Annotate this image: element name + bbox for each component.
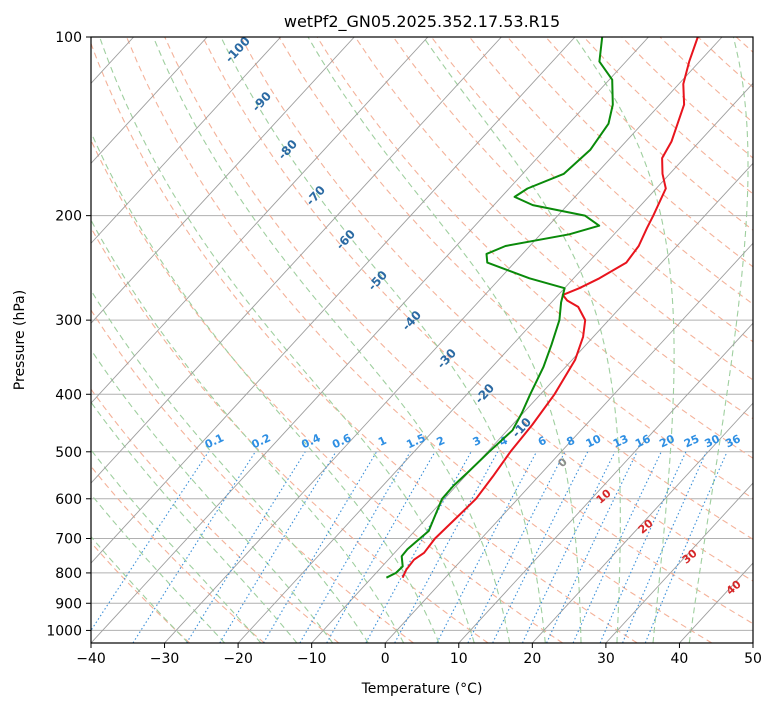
- x-tick-label: −30: [150, 651, 180, 667]
- x-tick-label: 0: [381, 651, 390, 667]
- x-axis-label: Temperature (°C): [361, 681, 483, 697]
- x-tick-label: 40: [671, 651, 689, 667]
- x-tick-label: 20: [523, 651, 541, 667]
- x-tick-label: 50: [744, 651, 762, 667]
- y-tick-label: 100: [55, 30, 82, 46]
- y-tick-label: 700: [55, 532, 82, 548]
- y-tick-label: 500: [55, 445, 82, 461]
- y-tick-label: 600: [55, 492, 82, 508]
- y-tick-label: 400: [55, 387, 82, 403]
- x-tick-label: 10: [450, 651, 468, 667]
- chart-title: wetPf2_GN05.2025.352.17.53.R15: [284, 12, 560, 32]
- y-tick-label: 1000: [46, 623, 82, 639]
- y-tick-label: 300: [55, 313, 82, 329]
- y-tick-label: 200: [55, 209, 82, 225]
- y-tick-label: 900: [55, 596, 82, 612]
- x-tick-label: 30: [597, 651, 615, 667]
- x-tick-label: −20: [223, 651, 253, 667]
- x-tick-label: −40: [76, 651, 106, 667]
- x-tick-label: −10: [297, 651, 327, 667]
- y-tick-label: 800: [55, 566, 82, 582]
- y-axis-label: Pressure (hPa): [12, 290, 28, 390]
